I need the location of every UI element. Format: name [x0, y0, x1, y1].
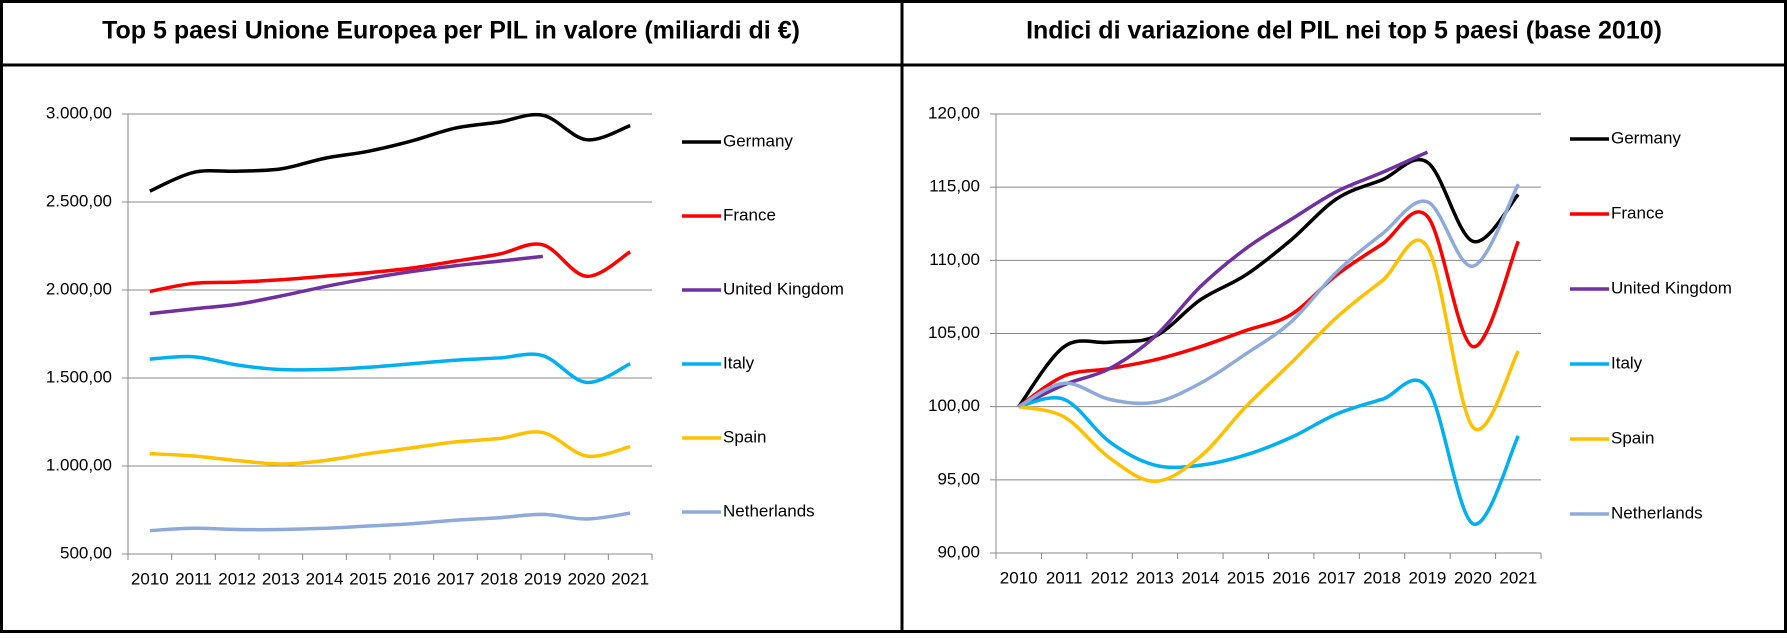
x-tick-label: 2013	[1136, 568, 1174, 587]
series-line	[1017, 158, 1520, 408]
series-line	[149, 242, 632, 294]
y-tick-label: 2.000,00	[46, 279, 112, 298]
y-tick-label: 110,00	[929, 250, 980, 269]
x-tick-label: 2018	[480, 569, 518, 588]
series-line	[149, 254, 544, 316]
legend-label: France	[1611, 203, 1664, 222]
x-tick-label: 2012	[218, 569, 256, 588]
legend-label: Germany	[1611, 128, 1681, 147]
legend-label: Netherlands	[723, 501, 815, 520]
x-tick-label: 2011	[175, 569, 212, 588]
series-line	[1017, 150, 1429, 409]
x-tick-label: 2014	[1181, 568, 1219, 587]
chart-title: Top 5 paesi Unione Europea per PIL in va…	[102, 17, 800, 45]
series-line	[149, 430, 631, 466]
legend-label: Italy	[1611, 353, 1643, 372]
legend-label: Netherlands	[1611, 503, 1703, 522]
series-line	[149, 112, 631, 193]
y-tick-label: 500,00	[60, 543, 112, 562]
legend-label: France	[723, 205, 776, 224]
legend-label: United Kingdom	[1611, 278, 1732, 297]
x-tick-label: 2017	[437, 569, 475, 588]
x-tick-label: 2018	[1363, 568, 1401, 587]
x-tick-label: 2015	[349, 569, 387, 588]
y-tick-label: 100,00	[928, 396, 980, 415]
y-tick-label: 95,00	[937, 469, 980, 488]
y-tick-label: 1.000,00	[46, 455, 112, 474]
y-tick-label: 105,00	[928, 323, 980, 342]
x-tick-label: 2021	[1499, 568, 1537, 587]
x-tick-label: 2014	[306, 569, 344, 588]
series-line	[149, 352, 631, 385]
x-tick-label: 2016	[393, 569, 431, 588]
series-line	[149, 511, 631, 533]
x-tick-label: 2010	[131, 569, 169, 588]
legend-label: Spain	[723, 427, 766, 446]
y-tick-label: 115,00	[929, 177, 980, 196]
chart-title: Indici di variazione del PIL nei top 5 p…	[1026, 17, 1662, 45]
x-tick-label: 2020	[568, 569, 606, 588]
x-tick-label: 2021	[611, 569, 649, 588]
x-tick-label: 2016	[1272, 568, 1310, 587]
x-tick-label: 2010	[1000, 568, 1038, 587]
legend-label: United Kingdom	[723, 279, 844, 298]
x-tick-label: 2019	[524, 569, 562, 588]
x-tick-label: 2017	[1318, 568, 1356, 587]
x-tick-label: 2011	[1046, 568, 1083, 587]
series-line	[1018, 378, 1520, 526]
y-tick-label: 90,00	[937, 542, 980, 561]
legend-label: Spain	[1611, 428, 1654, 447]
legend-label: Italy	[723, 353, 755, 372]
series-line	[1018, 238, 1520, 484]
legend-label: Germany	[723, 131, 793, 150]
x-tick-label: 2020	[1454, 568, 1492, 587]
x-tick-label: 2019	[1409, 568, 1447, 587]
series-line	[1017, 183, 1520, 409]
x-tick-label: 2012	[1091, 568, 1129, 587]
x-tick-label: 2013	[262, 569, 300, 588]
y-tick-label: 3.000,00	[46, 103, 112, 122]
y-tick-label: 120,00	[928, 103, 980, 122]
x-tick-label: 2015	[1227, 568, 1265, 587]
y-tick-label: 1.500,00	[46, 367, 112, 386]
y-tick-label: 2.500,00	[46, 191, 112, 210]
